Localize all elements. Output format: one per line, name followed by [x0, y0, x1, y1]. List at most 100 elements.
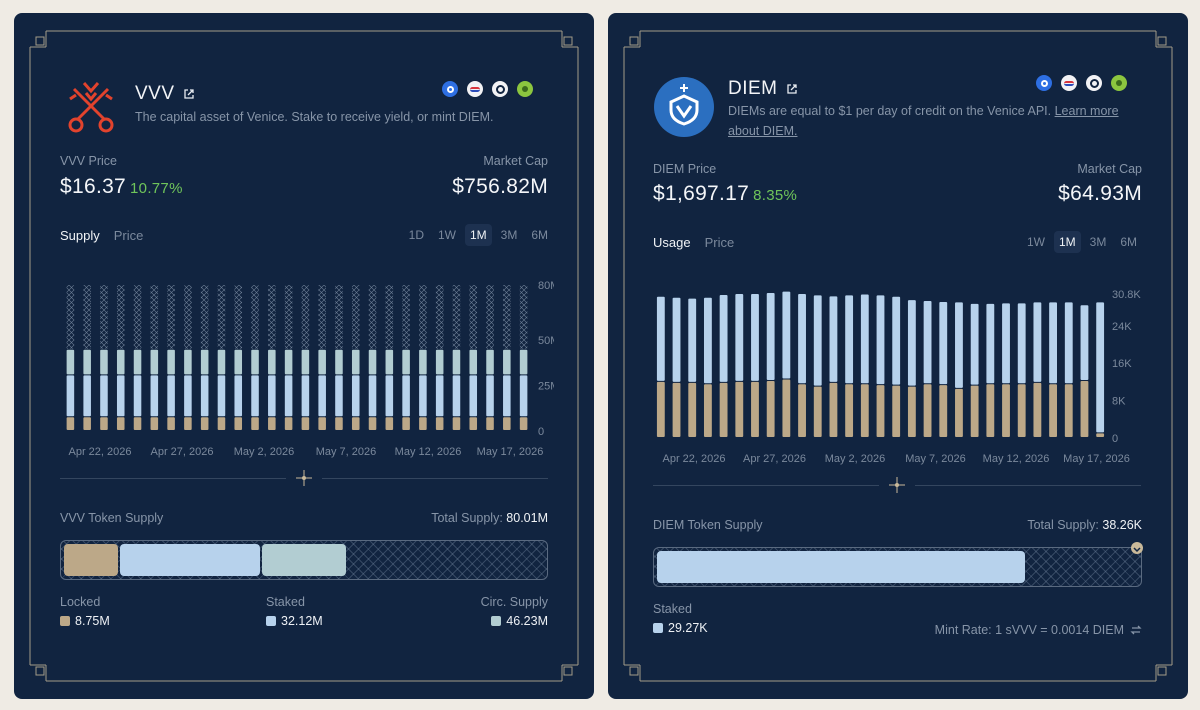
bar-unminted: [251, 285, 259, 349]
bar-locked: [923, 384, 932, 437]
bar-staked: [907, 300, 916, 386]
bar-locked: [829, 382, 838, 437]
y-tick-label: 8K: [1112, 396, 1126, 408]
legend-staked-label: Staked: [653, 602, 692, 616]
price-label: VVV Price: [60, 154, 117, 168]
bar-locked: [385, 417, 394, 430]
coingecko-icon[interactable]: [517, 81, 533, 97]
coinmarketcap-icon[interactable]: [1086, 75, 1102, 91]
bar-locked: [1017, 384, 1026, 437]
bar-unminted: [66, 285, 75, 349]
range-3m[interactable]: 3M: [500, 228, 518, 242]
external-links: [442, 81, 533, 97]
total-supply-label: Total Supply:: [1027, 518, 1099, 532]
about-diem-link[interactable]: about DIEM.: [728, 124, 798, 138]
token-description: The capital asset of Venice. Stake to re…: [135, 110, 494, 124]
x-tick-label: May 2, 2026: [825, 453, 886, 465]
bar-staked: [1033, 302, 1042, 382]
vvv-card: VVV The capital asset of Venice. Stake t…: [14, 13, 594, 699]
range-6m[interactable]: 6M: [531, 228, 548, 242]
total-supply: Total Supply: 80.01M: [431, 511, 548, 525]
range-1w[interactable]: 1W: [1026, 235, 1045, 249]
bar-locked: [782, 379, 791, 437]
bar-locked: [419, 417, 427, 430]
bar-staked: [923, 301, 932, 384]
external-link-icon[interactable]: [786, 83, 798, 95]
bar-staked: [751, 294, 759, 381]
chart-tabs: Supply Price: [60, 228, 143, 243]
swap-icon[interactable]: [1130, 624, 1142, 636]
bar-staked: [469, 375, 478, 417]
bar-locked: [66, 417, 75, 430]
bar-staked: [351, 375, 360, 417]
sparkle-ornament-icon: [889, 477, 905, 493]
bar-staked: [435, 375, 444, 417]
bar-staked: [385, 375, 394, 417]
bar-circ-supply: [150, 349, 159, 375]
y-tick-label: 24K: [1112, 321, 1132, 333]
bar-locked: [970, 385, 979, 437]
supply-segment-staked: [657, 551, 1025, 583]
bar-circ-supply: [200, 349, 209, 375]
external-link-icon[interactable]: [183, 88, 195, 100]
bar-circ-supply: [335, 349, 343, 375]
range-1m[interactable]: 1M: [1053, 231, 1081, 253]
bar-unminted: [133, 285, 142, 349]
bar-unminted: [435, 285, 444, 349]
chevron-down-icon[interactable]: [1131, 542, 1143, 554]
bar-locked: [735, 381, 744, 437]
bar-staked: [876, 295, 885, 385]
price-value: $16.37 10.77%: [60, 175, 183, 199]
bar-unminted: [284, 285, 293, 349]
supply-segment-staked: [120, 544, 260, 576]
coingecko-icon[interactable]: [1111, 75, 1127, 91]
legend-locked: 8.75M: [60, 614, 110, 628]
bar-unminted: [83, 285, 91, 349]
legend-locked-value: 8.75M: [75, 614, 110, 628]
circle-logo-icon[interactable]: [1036, 75, 1052, 91]
bar-circ-supply: [519, 349, 528, 375]
bar-staked: [318, 375, 326, 417]
legend-staked-label: Staked: [266, 595, 305, 609]
bar-locked: [133, 417, 142, 430]
x-tick-label: May 12, 2026: [395, 446, 462, 458]
external-links: [1036, 75, 1127, 91]
bar-locked: [234, 417, 243, 430]
learn-more-link[interactable]: Learn more: [1054, 104, 1119, 118]
bar-unminted: [419, 285, 427, 349]
y-tick-label: 25M: [538, 380, 554, 392]
range-1d[interactable]: 1D: [408, 228, 424, 242]
tab-usage[interactable]: Usage: [653, 235, 691, 250]
token-name[interactable]: VVV: [135, 83, 195, 105]
tab-supply[interactable]: Supply: [60, 228, 100, 243]
tab-price[interactable]: Price: [704, 235, 735, 250]
circle-logo-icon[interactable]: [442, 81, 458, 97]
bar-locked: [1080, 380, 1089, 437]
flag-swirl-icon[interactable]: [467, 81, 483, 97]
bar-locked: [986, 384, 995, 437]
bar-locked: [939, 385, 948, 437]
range-1m[interactable]: 1M: [464, 224, 492, 246]
bar-circ-supply: [435, 349, 444, 375]
coinmarketcap-icon[interactable]: [492, 81, 508, 97]
tab-price[interactable]: Price: [113, 228, 144, 243]
range-6m[interactable]: 6M: [1120, 235, 1137, 249]
flag-swirl-icon[interactable]: [1061, 75, 1077, 91]
bar-staked: [452, 375, 461, 417]
bar-circ-supply: [419, 349, 427, 375]
bar-unminted: [100, 285, 108, 349]
x-tick-label: Apr 27, 2026: [743, 453, 806, 465]
bar-locked: [301, 417, 310, 430]
swatch-staked: [653, 623, 663, 633]
bar-locked: [688, 382, 697, 437]
y-tick-label: 16K: [1112, 358, 1132, 370]
venice-keys-logo-icon: [68, 82, 114, 133]
bar-locked: [1064, 384, 1073, 437]
bar-staked: [368, 375, 377, 417]
bar-staked: [860, 294, 869, 384]
range-3m[interactable]: 3M: [1089, 235, 1107, 249]
range-1w[interactable]: 1W: [437, 228, 456, 242]
bar-locked: [845, 384, 854, 437]
token-name[interactable]: DIEM: [728, 78, 798, 100]
bar-locked: [1096, 433, 1105, 437]
